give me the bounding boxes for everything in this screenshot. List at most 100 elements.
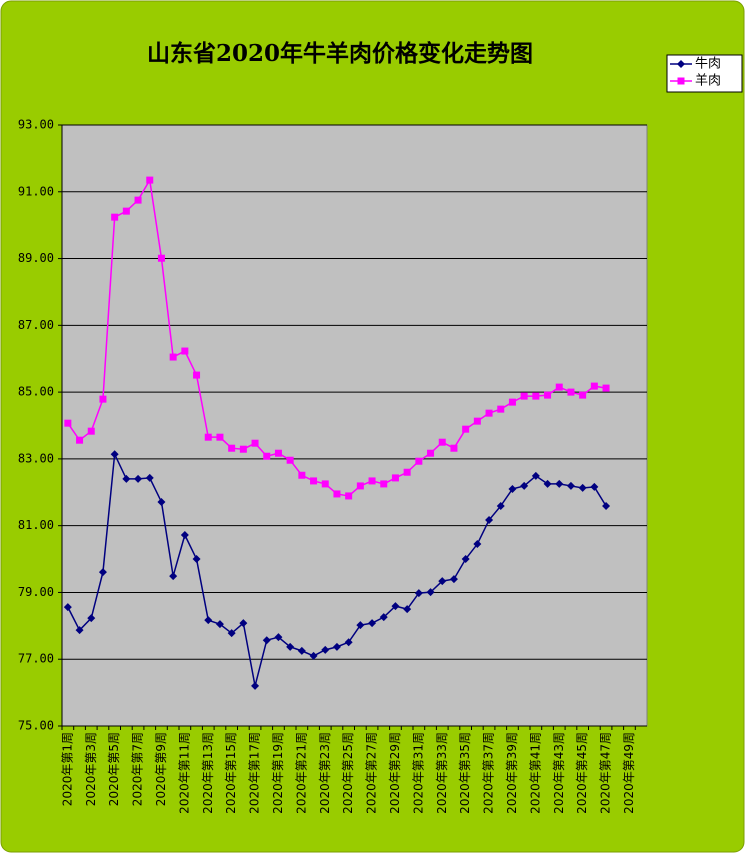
data-point (461, 555, 470, 564)
x-tick-label: 2020年第11周 (177, 732, 191, 814)
data-point (555, 383, 563, 391)
data-point (473, 540, 482, 549)
data-point (391, 602, 400, 611)
legend-marker (677, 60, 685, 68)
data-point (590, 482, 599, 491)
data-point (579, 391, 587, 399)
data-point (227, 629, 236, 638)
data-point (391, 474, 399, 482)
data-point (251, 681, 260, 690)
data-point (380, 480, 388, 488)
x-tick-label: 2020年第33周 (435, 732, 449, 814)
data-point (590, 382, 598, 390)
x-tick-label: 2020年第13周 (201, 732, 215, 814)
data-point (87, 427, 95, 435)
data-point (251, 439, 259, 447)
x-tick-label: 2020年第41周 (528, 732, 542, 814)
data-point (497, 405, 505, 413)
data-point (76, 436, 84, 444)
data-point (403, 468, 411, 476)
legend-box (666, 54, 743, 93)
data-point (345, 492, 353, 500)
data-point (415, 457, 423, 465)
x-tick-label: 2020年第27周 (365, 732, 379, 814)
data-point (531, 471, 540, 480)
data-point (321, 480, 329, 488)
x-tick-label: 2020年第5周 (107, 732, 121, 806)
data-point (555, 479, 564, 488)
y-tick-label: 89.00 (18, 251, 54, 265)
data-point (169, 572, 178, 581)
x-tick-label: 2020年第21周 (294, 732, 308, 814)
data-point (508, 398, 516, 406)
x-tick-label: 2020年第35周 (458, 732, 472, 814)
data-point (63, 603, 72, 612)
data-point (297, 646, 306, 655)
data-point (262, 636, 271, 645)
data-point (344, 638, 353, 647)
data-point (134, 196, 142, 204)
data-point (496, 501, 505, 510)
data-point (368, 477, 376, 485)
y-tick-label: 85.00 (18, 385, 54, 399)
data-point (193, 371, 201, 379)
data-point (567, 388, 575, 396)
data-point (274, 633, 283, 642)
data-point (485, 515, 494, 524)
data-point (438, 577, 447, 586)
data-point (157, 497, 166, 506)
data-point (157, 254, 165, 262)
data-point (298, 471, 306, 479)
data-point (239, 445, 247, 453)
data-point (181, 347, 189, 355)
data-point (544, 391, 552, 399)
x-tick-label: 2020年第7周 (131, 732, 145, 806)
legend-label: 牛肉 (695, 57, 721, 72)
x-tick-label: 2020年第9周 (154, 732, 168, 806)
y-tick-label: 81.00 (18, 518, 54, 532)
data-point (333, 490, 341, 498)
data-point (239, 619, 248, 628)
y-tick-label: 77.00 (18, 652, 54, 666)
data-point (146, 176, 154, 184)
data-point (368, 619, 377, 628)
data-point (438, 438, 446, 446)
x-tick-label: 2020年第23周 (318, 732, 332, 814)
data-point (414, 589, 423, 598)
data-point (87, 614, 96, 623)
x-tick-label: 2020年第43周 (552, 732, 566, 814)
data-point (122, 474, 131, 483)
data-point (145, 473, 154, 482)
data-point (321, 645, 330, 654)
data-point (215, 620, 224, 629)
data-point (602, 384, 610, 392)
x-tick-label: 2020年第31周 (411, 732, 425, 814)
data-point (99, 395, 107, 403)
data-point (532, 392, 540, 400)
x-tick-label: 2020年第19周 (271, 732, 285, 814)
data-point (427, 449, 435, 457)
data-point (98, 568, 107, 577)
data-point (134, 474, 143, 483)
data-point (356, 482, 364, 490)
data-point (520, 481, 529, 490)
chart-title: 山东省2020年牛羊肉价格变化走势图 (147, 40, 533, 67)
data-point (274, 449, 282, 457)
x-tick-label: 2020年第47周 (599, 732, 613, 814)
data-point (110, 450, 119, 459)
y-tick-label: 91.00 (18, 184, 54, 198)
data-point (192, 555, 201, 564)
y-tick-label: 87.00 (18, 318, 54, 332)
data-point (216, 433, 224, 441)
data-point (462, 425, 470, 433)
data-point (204, 616, 213, 625)
data-point (566, 481, 575, 490)
x-tick-label: 2020年第25周 (341, 732, 355, 814)
y-tick-label: 79.00 (18, 585, 54, 599)
data-point (122, 207, 130, 215)
data-point (450, 444, 458, 452)
x-tick-label: 2020年第15周 (224, 732, 238, 814)
legend-marker (677, 77, 685, 85)
